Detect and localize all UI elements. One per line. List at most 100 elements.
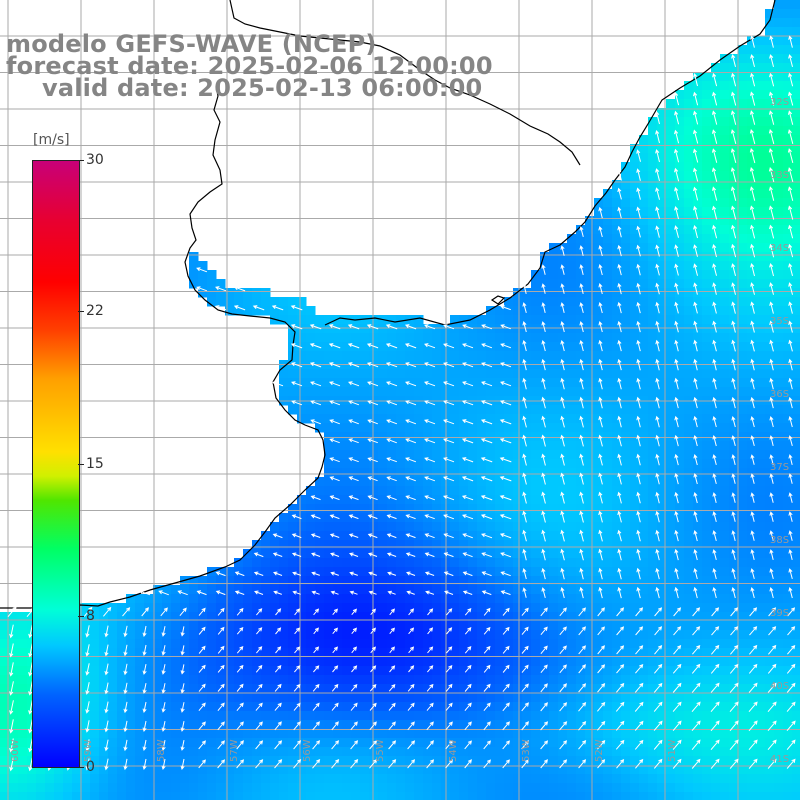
wind-arrow: [750, 492, 755, 503]
wind-arrow: [636, 339, 641, 352]
wind-arrow: [598, 206, 603, 219]
wind-arrow: [502, 740, 510, 750]
wind-arrow: [579, 283, 584, 295]
wind-arrow: [424, 381, 436, 387]
lat-label: 34S: [770, 243, 789, 254]
wind-arrow: [579, 529, 584, 542]
wind-arrow: [293, 740, 302, 750]
wind-arrow: [370, 646, 376, 654]
wind-arrow: [331, 721, 339, 731]
wind-arrow: [559, 702, 568, 712]
wind-arrow: [769, 54, 774, 68]
wind-arrow: [598, 472, 603, 485]
wind-arrow: [236, 664, 244, 673]
wind-arrow: [522, 396, 527, 409]
wind-arrow: [673, 607, 682, 617]
wind-arrow: [274, 721, 282, 731]
wind-arrow: [636, 586, 641, 599]
wind-arrow: [540, 759, 548, 769]
wind-arrow: [28, 738, 33, 753]
wind-arrow: [407, 740, 416, 750]
wind-arrow: [636, 510, 641, 523]
wind-arrow: [635, 645, 644, 655]
lat-label: 38S: [770, 535, 789, 546]
wind-arrow: [769, 511, 774, 522]
wind-arrow: [161, 758, 166, 771]
wind-arrow: [673, 626, 682, 636]
wind-arrow: [674, 377, 679, 390]
wind-arrow: [196, 267, 208, 273]
wind-arrow: [386, 552, 397, 557]
wind-arrow: [312, 683, 320, 692]
wind-arrow: [293, 721, 301, 731]
wind-arrow: [445, 664, 453, 673]
wind-arrow: [293, 758, 302, 769]
wind-arrow: [768, 147, 775, 164]
wind-arrow: [445, 702, 453, 711]
wind-arrow: [236, 683, 244, 692]
wind-arrow: [142, 644, 147, 657]
wind-arrow: [483, 721, 491, 731]
wind-arrow: [9, 757, 14, 772]
wind-arrow: [522, 472, 527, 485]
wind-arrow: [370, 627, 376, 635]
wind-arrow: [674, 415, 679, 428]
wind-arrow: [712, 511, 717, 523]
wind-arrow: [617, 510, 622, 523]
wind-arrow: [693, 186, 699, 201]
wind-arrow: [328, 324, 341, 330]
wind-arrow: [672, 739, 682, 750]
wind-arrow: [579, 320, 584, 333]
wind-arrow: [731, 224, 737, 239]
wind-arrow: [424, 324, 436, 330]
wind-arrow: [408, 646, 415, 654]
wind-arrow: [350, 740, 359, 750]
wind-arrow: [655, 110, 660, 125]
wind-arrow: [386, 400, 398, 406]
lon-label: 56W: [302, 739, 313, 762]
wind-arrow: [541, 321, 546, 333]
wind-arrow: [711, 626, 720, 636]
wind-arrow: [388, 740, 397, 750]
wind-arrow: [731, 282, 736, 295]
wind-arrow: [236, 759, 245, 769]
wind-arrow: [180, 740, 185, 751]
wind-arrow: [617, 529, 622, 542]
wind-arrow: [502, 683, 510, 692]
wind-arrow: [598, 529, 603, 542]
wind-arrow: [674, 167, 680, 182]
wind-arrow: [85, 758, 90, 771]
wind-arrow: [598, 510, 603, 523]
wind-arrow: [712, 567, 717, 580]
wind-arrow: [674, 263, 679, 276]
wind-arrow: [161, 721, 166, 732]
wind-arrow: [655, 168, 660, 182]
wind-arrow: [502, 645, 510, 654]
wind-arrow: [254, 590, 264, 595]
wind-arrow: [674, 244, 679, 257]
wind-arrow: [483, 683, 491, 692]
wind-arrow: [635, 758, 644, 769]
wind-arrow: [655, 415, 660, 428]
wind-arrow: [655, 187, 660, 200]
wind-arrow: [312, 758, 321, 769]
wind-arrow: [597, 682, 606, 693]
wind-arrow: [693, 129, 699, 144]
wind-arrow: [386, 419, 398, 425]
wind-arrow: [617, 472, 622, 485]
wind-arrow: [443, 400, 455, 406]
wind-arrow: [123, 663, 128, 676]
wind-arrow: [446, 608, 453, 616]
wind-arrow: [693, 91, 699, 106]
wind-arrow: [597, 701, 606, 712]
wind-arrow: [85, 682, 90, 695]
lon-label: 59W: [83, 739, 94, 762]
lon-label: 54W: [448, 739, 459, 762]
lon-label: 53W: [521, 739, 532, 762]
wind-arrow: [252, 305, 265, 311]
wind-arrow: [597, 607, 605, 617]
wind-arrow: [712, 377, 717, 390]
wind-arrow: [522, 358, 527, 371]
wind-arrow: [786, 682, 796, 693]
wind-arrow: [217, 626, 225, 635]
